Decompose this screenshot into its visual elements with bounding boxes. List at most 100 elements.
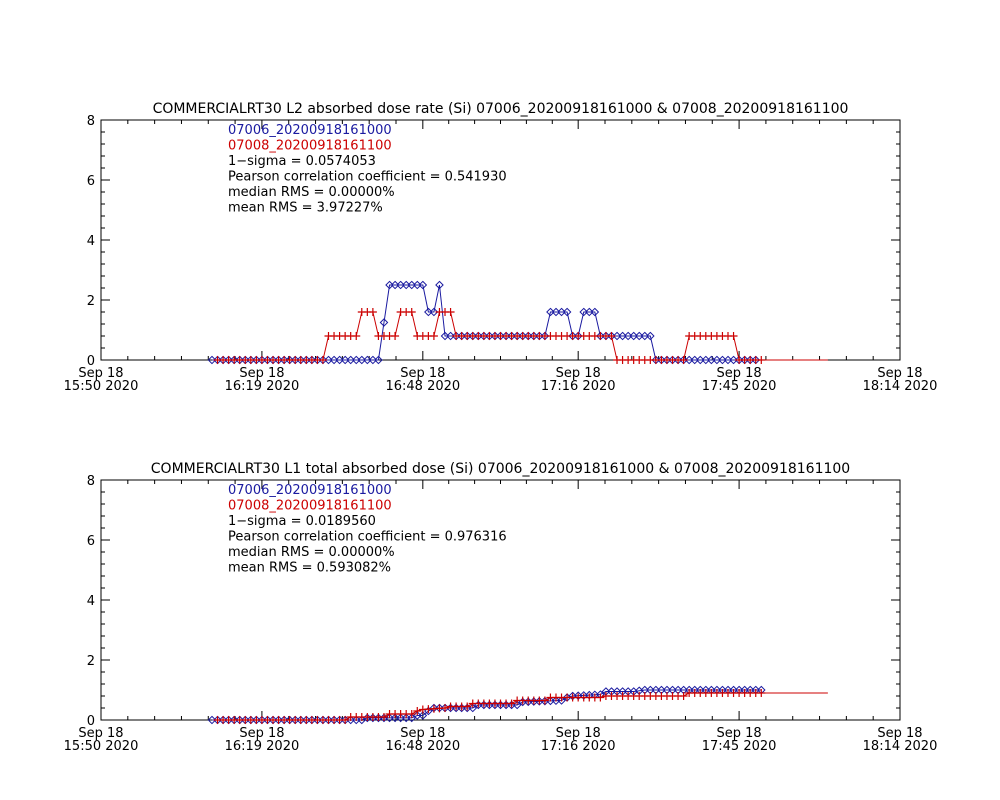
annotation-line: 07006_20200918161000 [228, 483, 392, 498]
data-point-diamond [446, 331, 455, 341]
annotation-line: Pearson correlation coefficient = 0.5419… [228, 170, 507, 185]
data-point-plus [352, 332, 361, 340]
chart-title: COMMERCIALRT30 L1 total absorbed dose (S… [151, 461, 850, 477]
x-tick-label-date: Sep 18 [400, 366, 445, 381]
data-point-plus [540, 696, 549, 705]
data-point-plus [318, 356, 327, 364]
x-tick-label-date: Sep 18 [877, 726, 922, 741]
chart-title: COMMERCIALRT30 L2 absorbed dose rate (Si… [153, 101, 849, 117]
data-point-diamond [435, 280, 444, 290]
annotation-line: 1−sigma = 0.0574053 [228, 154, 376, 169]
data-point-diamond [579, 307, 589, 317]
data-point-diamond [418, 711, 428, 720]
data-point-diamond [707, 355, 716, 365]
data-point-diamond [729, 355, 738, 365]
annotation-line: 07008_20200918161100 [228, 139, 392, 154]
y-tick-label: 2 [87, 294, 95, 309]
data-point-plus [729, 332, 738, 340]
data-point-plus [379, 713, 388, 721]
data-point-plus [413, 707, 422, 715]
x-tick-label-date: Sep 18 [716, 726, 761, 741]
x-tick-label-time: 17:45 2020 [702, 739, 777, 754]
data-point-diamond [357, 355, 367, 365]
x-tick-label-time: 18:14 2020 [863, 739, 938, 754]
data-point-diamond [684, 355, 694, 365]
data-point-diamond [396, 713, 405, 723]
data-point-diamond [590, 307, 600, 317]
data-point-plus [341, 716, 350, 724]
x-tick-label-time: 17:16 2020 [541, 379, 616, 394]
data-point-diamond [407, 713, 417, 723]
annotation-line: 07008_20200918161100 [228, 499, 392, 514]
data-point-diamond [340, 355, 350, 365]
data-point-plus [407, 710, 416, 718]
data-point-plus [607, 332, 616, 340]
data-point-diamond [701, 355, 711, 365]
data-point-plus [463, 702, 472, 711]
x-tick-label-date: Sep 18 [400, 726, 445, 741]
data-point-diamond [557, 696, 566, 705]
data-point-diamond [551, 307, 561, 317]
series-07008_20200918161100 [213, 689, 828, 724]
y-tick-label: 6 [87, 174, 95, 189]
data-point-diamond [329, 355, 339, 365]
annotation-line: mean RMS = 0.593082% [228, 561, 391, 576]
data-point-diamond [718, 355, 727, 365]
y-tick-label: 2 [87, 654, 95, 669]
data-point-plus [679, 356, 688, 364]
data-point-diamond [412, 280, 422, 290]
x-tick-label-date: Sep 18 [239, 366, 284, 381]
y-tick-label: 4 [87, 234, 95, 249]
data-point-diamond [623, 331, 633, 341]
data-point-plus [368, 308, 377, 316]
annotation-line: 07006_20200918161000 [228, 123, 392, 138]
data-point-diamond [440, 331, 450, 341]
x-tick-label-time: 16:48 2020 [385, 739, 460, 754]
data-point-diamond [396, 280, 405, 290]
data-point-diamond [401, 713, 411, 723]
data-point-diamond [634, 331, 644, 341]
annotation-line: mean RMS = 3.97227% [228, 201, 383, 216]
data-point-diamond [324, 355, 333, 365]
x-tick-label-date: Sep 18 [239, 726, 284, 741]
x-tick-label-time: 18:14 2020 [863, 379, 938, 394]
data-point-diamond [379, 318, 389, 327]
y-tick-label: 6 [87, 534, 95, 549]
dose-rate-panel: COMMERCIALRT30 L2 absorbed dose rate (Si… [64, 101, 938, 394]
data-point-diamond [385, 280, 394, 290]
x-tick-label-time: 16:19 2020 [225, 739, 300, 754]
data-point-diamond [207, 355, 217, 365]
data-point-diamond [646, 331, 655, 341]
data-point-diamond [390, 713, 400, 723]
x-tick-label-time: 16:19 2020 [225, 379, 300, 394]
data-point-diamond [390, 280, 400, 290]
data-point-plus [757, 689, 766, 697]
x-tick-label-time: 16:48 2020 [385, 379, 460, 394]
data-point-diamond [612, 331, 622, 341]
data-point-diamond [562, 307, 572, 317]
data-point-diamond [418, 280, 428, 290]
series-line [211, 689, 762, 721]
data-point-plus [679, 692, 688, 700]
data-point-diamond [351, 715, 361, 725]
data-point-diamond [424, 307, 433, 317]
y-tick-label: 8 [87, 474, 95, 489]
data-point-diamond [629, 331, 638, 341]
x-tick-label-time: 17:45 2020 [702, 379, 777, 394]
data-point-diamond [712, 355, 722, 365]
annotation-line: Pearson correlation coefficient = 0.9763… [228, 530, 507, 545]
annotation-line: median RMS = 0.00000% [228, 185, 395, 200]
data-point-diamond [207, 715, 217, 725]
data-point-plus [441, 704, 450, 712]
y-tick-label: 0 [87, 354, 95, 369]
data-point-diamond [346, 355, 355, 365]
data-point-plus [407, 308, 416, 316]
series-07008_20200918161100 [213, 308, 828, 364]
data-point-diamond [584, 307, 594, 317]
data-point-diamond [695, 355, 705, 365]
total-dose-panel: COMMERCIALRT30 L1 total absorbed dose (S… [64, 461, 938, 754]
x-tick-label-date: Sep 18 [78, 726, 123, 741]
data-point-diamond [429, 307, 439, 317]
